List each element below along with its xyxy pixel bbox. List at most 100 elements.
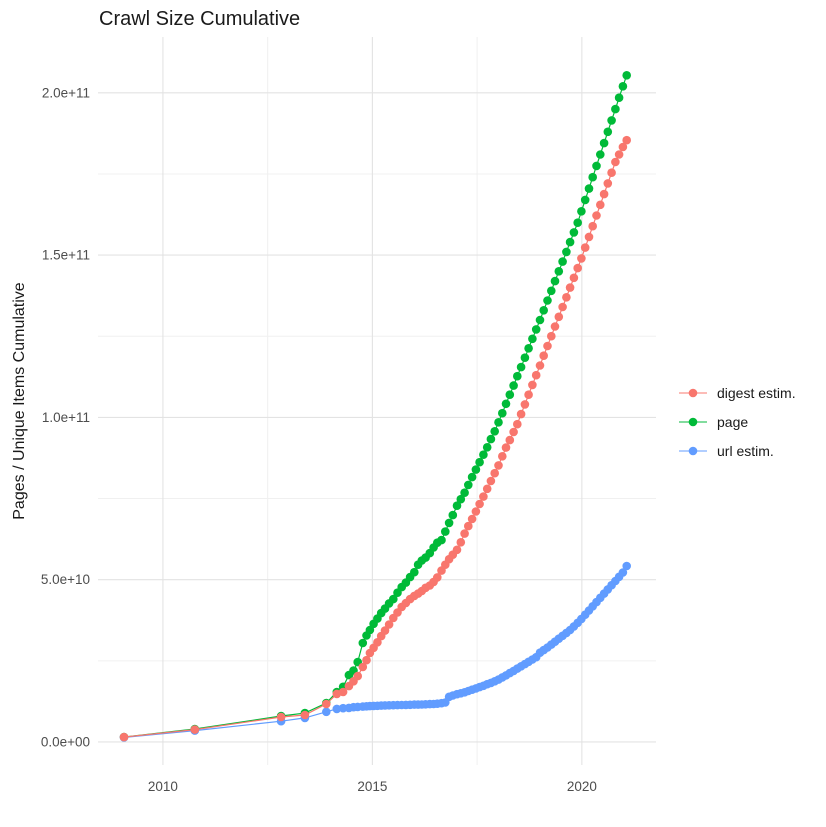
legend-label-digest-estim: digest estim. (717, 384, 796, 401)
data-point-digest-estim (516, 409, 526, 419)
data-point-digest-estim (573, 263, 582, 273)
data-point-page (565, 237, 575, 247)
data-point-page (622, 71, 631, 80)
data-point-page (596, 150, 605, 159)
data-point-page (547, 286, 556, 296)
data-point-page (456, 494, 466, 504)
data-point-digest-estim (119, 732, 129, 742)
data-point-page (482, 443, 492, 452)
data-point-digest-estim (467, 514, 477, 524)
x-tick-label: 2020 (567, 779, 597, 794)
data-point-page (358, 638, 368, 648)
data-point-digest-estim (543, 341, 552, 351)
legend-key-digest-estim-icon (679, 388, 707, 397)
data-point-digest-estim (592, 211, 601, 220)
data-point-page (588, 172, 597, 182)
data-point-page (614, 93, 624, 102)
data-point-page (607, 116, 616, 125)
data-point-page (554, 267, 564, 276)
data-point-page (599, 138, 609, 148)
data-point-page (494, 418, 503, 427)
data-point-digest-estim (520, 400, 530, 409)
data-point-page (528, 334, 537, 344)
data-point-page (490, 427, 500, 436)
data-point-digest-estim (482, 484, 492, 494)
data-point-digest-estim (384, 620, 394, 629)
data-point-page (531, 325, 541, 334)
data-point-page (603, 127, 613, 137)
data-point-page (389, 594, 398, 604)
data-point-digest-estim (622, 135, 631, 145)
data-point-page (479, 450, 488, 460)
data-point-page (486, 434, 496, 444)
data-point-page (592, 161, 601, 171)
data-point-digest-estim (524, 390, 533, 400)
data-point-digest-estim (547, 331, 556, 341)
legend-item-page: page (678, 407, 796, 436)
data-point-digest-estim (490, 468, 500, 478)
data-point-page (569, 228, 579, 237)
series-line-page (123, 75, 628, 738)
data-point-page (535, 315, 545, 325)
data-point-page (520, 353, 530, 363)
data-point-digest-estim (362, 655, 371, 665)
data-point-page (471, 465, 481, 474)
data-point-page (410, 567, 419, 577)
data-point-digest-estim (475, 499, 484, 509)
data-point-digest-estim (486, 476, 496, 486)
data-point-digest-estim (513, 419, 522, 429)
data-point-page (437, 535, 446, 545)
data-point-digest-estim (614, 150, 624, 159)
data-point-digest-estim (373, 638, 382, 647)
legend-key-point (688, 446, 698, 455)
data-point-page (543, 296, 552, 305)
data-point-url-estim (622, 561, 631, 571)
data-point-digest-estim (531, 370, 541, 380)
data-point-digest-estim (584, 232, 594, 242)
legend-item-digest-estim: digest estim. (678, 378, 796, 407)
data-point-digest-estim (539, 351, 548, 361)
data-point-page (524, 344, 533, 353)
data-point-page (550, 276, 560, 286)
data-point-digest-estim (501, 443, 511, 452)
data-point-page (611, 104, 620, 114)
data-point-page (580, 195, 590, 205)
data-point-page (475, 457, 484, 467)
legend-label-url-estim: url estim. (717, 442, 774, 459)
data-point-digest-estim (580, 243, 590, 252)
data-point-digest-estim (558, 302, 567, 312)
data-point-digest-estim (338, 687, 348, 697)
legend-label-page: page (717, 413, 749, 430)
data-point-digest-estim (300, 710, 310, 720)
data-point-digest-estim (433, 573, 442, 582)
data-point-page (467, 472, 477, 482)
data-point-digest-estim (528, 380, 537, 390)
data-point-digest-estim (599, 189, 609, 199)
data-point-page (464, 480, 473, 490)
data-point-page (444, 518, 454, 528)
legend-key-page-icon (679, 417, 707, 426)
data-point-page (539, 306, 548, 315)
data-point-page (365, 625, 375, 635)
x-tick-label: 2010 (148, 779, 178, 794)
data-point-digest-estim (565, 283, 575, 292)
data-point-digest-estim (353, 671, 363, 681)
y-tick-label: 2.0e+11 (42, 85, 90, 100)
data-point-digest-estim (611, 157, 620, 167)
data-point-digest-estim (505, 435, 515, 445)
data-point-digest-estim (471, 507, 481, 516)
data-point-page (516, 362, 526, 372)
data-point-page (501, 399, 511, 409)
data-point-page (498, 408, 507, 418)
data-point-digest-estim (550, 322, 560, 331)
data-point-page (577, 207, 586, 216)
data-point-digest-estim (603, 179, 613, 188)
legend-item-url-estim: url estim. (678, 436, 796, 465)
data-point-digest-estim (596, 200, 605, 210)
data-point-url-estim (332, 704, 342, 714)
data-point-digest-estim (380, 626, 390, 635)
data-point-digest-estim (322, 699, 331, 709)
y-tick-label: 0.0e+00 (41, 734, 90, 749)
